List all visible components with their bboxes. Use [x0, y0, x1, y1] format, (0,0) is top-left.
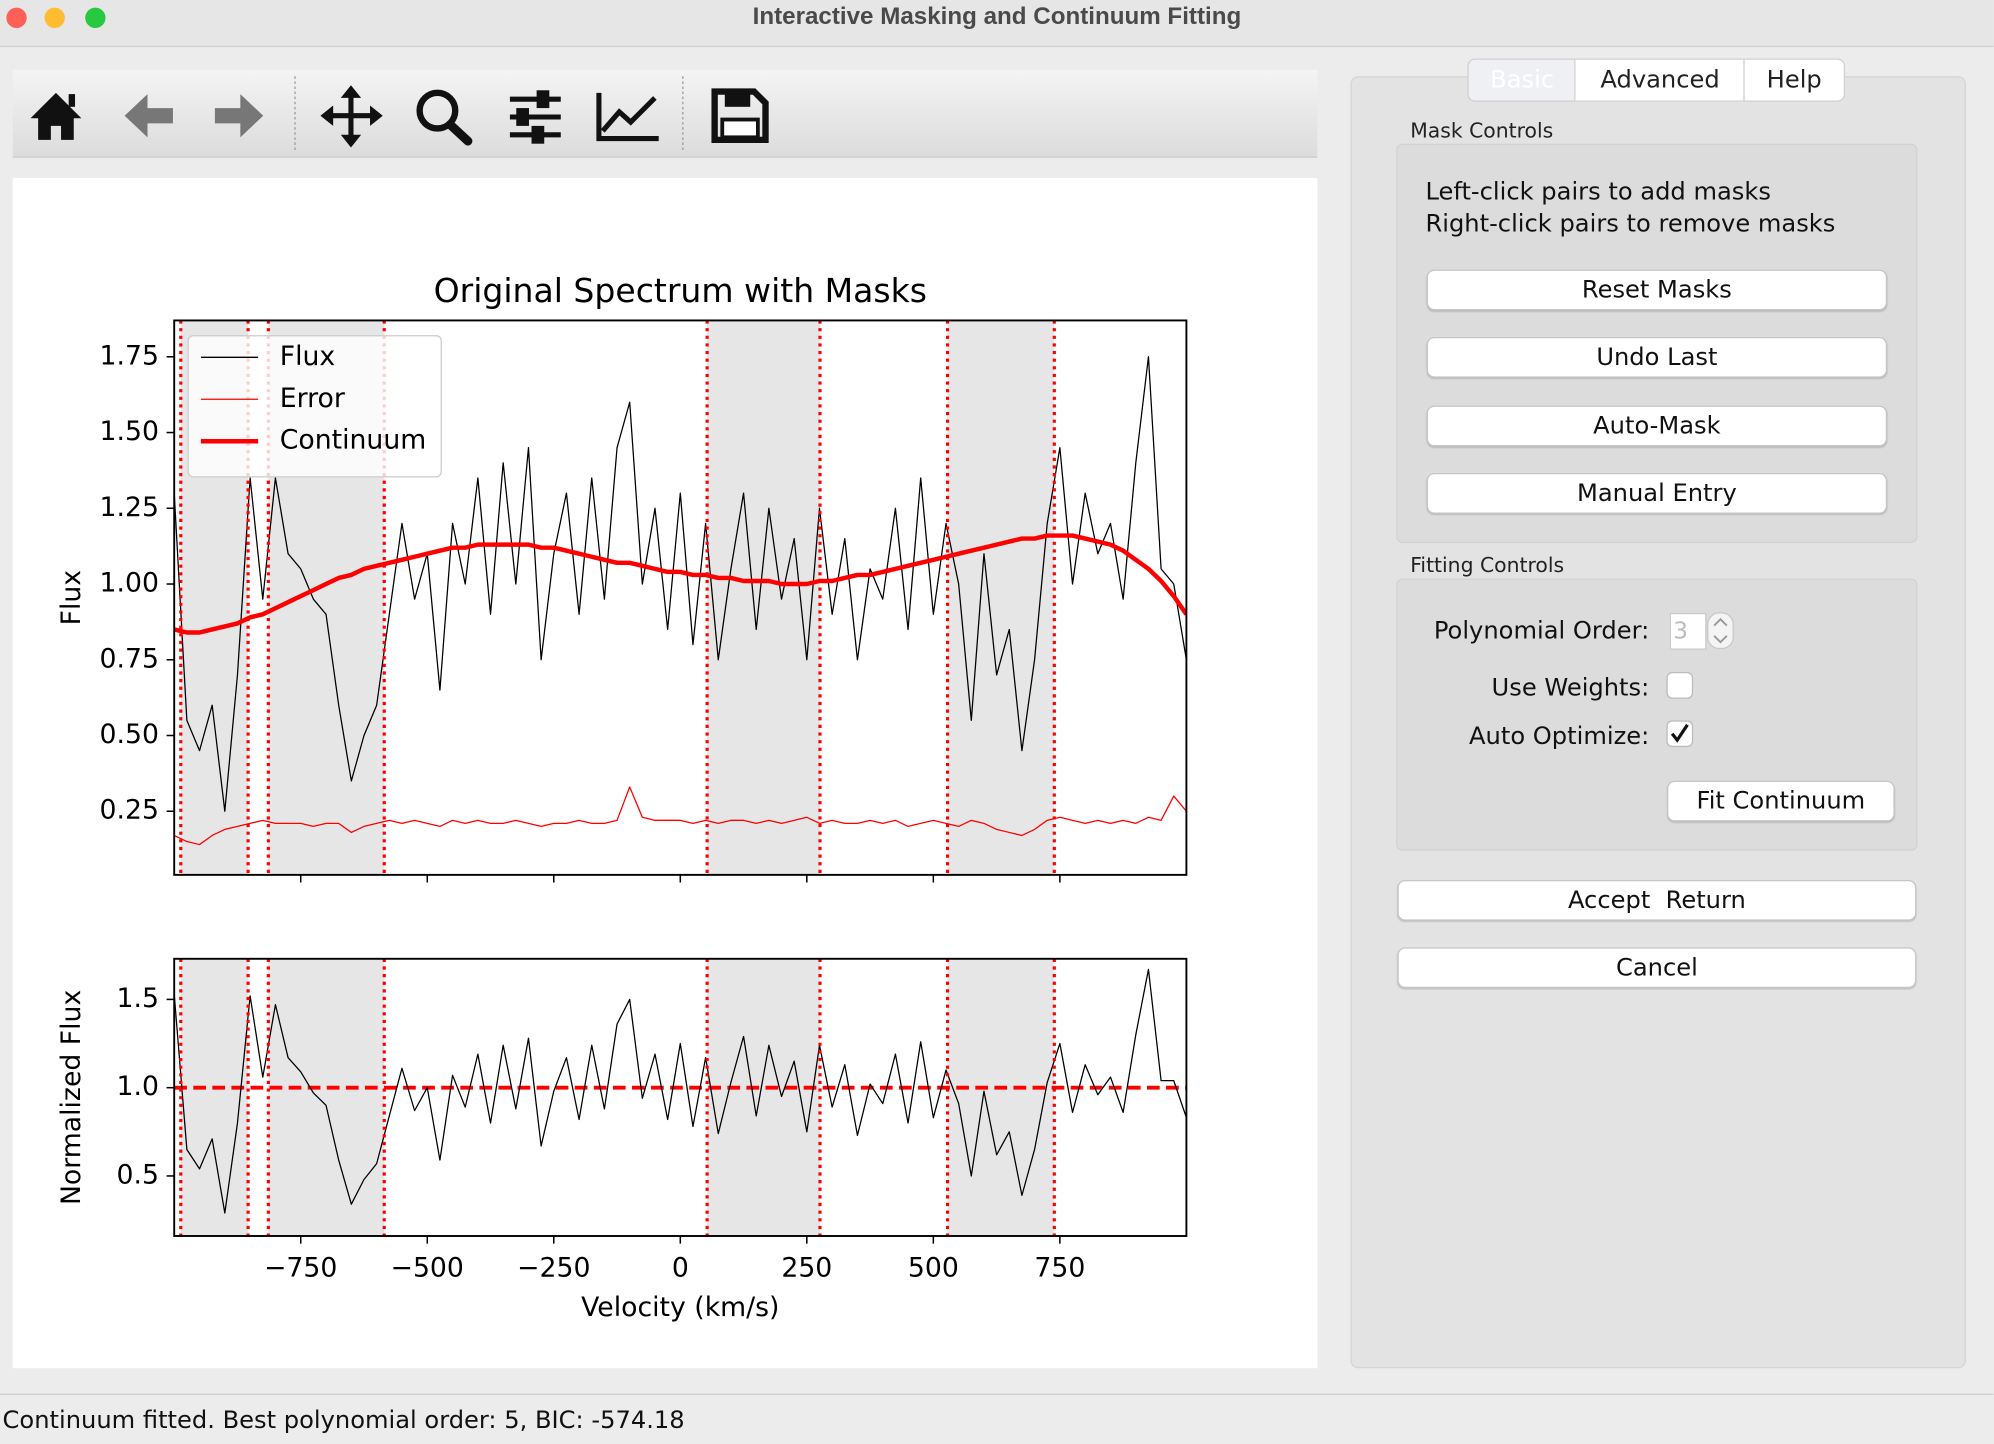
status-bar: Continuum fitted. Best polynomial order:…: [0, 1393, 1994, 1444]
button[interactable]: Manual Entry: [1426, 473, 1888, 514]
chart-title: Original Spectrum with Masks: [434, 271, 927, 310]
mask-region: [268, 958, 385, 1236]
axes-icon[interactable]: [596, 92, 659, 142]
y-tick-label: 1.5: [116, 983, 158, 1014]
y-tick-label: 1.75: [100, 340, 159, 371]
configure-icon[interactable]: [509, 90, 561, 144]
x-tick-label: 0: [672, 1253, 689, 1284]
checkbox[interactable]: [1666, 720, 1694, 748]
field-label: Auto Optimize:: [1469, 722, 1650, 751]
legend-label: Error: [280, 383, 345, 414]
tab[interactable]: Basic: [1467, 58, 1577, 102]
forward-icon[interactable]: [214, 94, 264, 138]
tab[interactable]: Advanced: [1574, 58, 1746, 102]
mask-region: [707, 958, 820, 1236]
close-button[interactable]: [6, 7, 27, 28]
legend-label: Continuum: [280, 425, 427, 456]
minimize-button[interactable]: [44, 7, 65, 28]
button[interactable]: Undo Last: [1426, 336, 1888, 378]
y-tick-label: 0.25: [100, 795, 159, 826]
y-axis-label: Flux: [56, 570, 87, 625]
y-tick-label: 1.50: [100, 416, 159, 447]
x-tick-label: −750: [264, 1253, 337, 1284]
home-icon[interactable]: [30, 92, 82, 140]
toolbar-icons: [30, 76, 769, 153]
mask-region: [947, 320, 1055, 875]
plot-canvas: 0.25 0.50 0.75 1.00 1.25 1.50 1.75 Original Spe…: [12, 178, 1318, 1369]
back-icon[interactable]: [124, 94, 173, 138]
x-tick-label: −250: [517, 1253, 590, 1284]
series-line: [174, 356, 1187, 812]
field-label: Use Weights:: [1491, 673, 1650, 702]
spin-arrows[interactable]: [1706, 612, 1734, 650]
button[interactable]: Reset Masks: [1426, 269, 1888, 311]
checkbox[interactable]: [1666, 671, 1694, 699]
instruction: Right-click pairs to remove masks: [1425, 209, 1836, 238]
x-tick-label: 750: [1034, 1253, 1085, 1284]
y-axis-label: Normalized Flux: [56, 990, 87, 1205]
window-title: Interactive Masking and Continuum Fittin…: [752, 3, 1242, 31]
y-tick-label: 0.75: [100, 643, 159, 674]
button[interactable]: Accept Return: [1397, 879, 1917, 921]
y-tick-label: 1.25: [100, 492, 159, 523]
toolbar: [12, 69, 1318, 158]
series-line: [174, 968, 1187, 1214]
y-tick-label: 0.5: [116, 1159, 158, 1190]
series-line: [174, 786, 1187, 846]
button[interactable]: Auto-Mask: [1426, 405, 1888, 447]
button[interactable]: Fit Continuum: [1667, 780, 1895, 822]
pan-icon[interactable]: [320, 85, 383, 148]
mask-region: [947, 958, 1055, 1236]
status-text: Continuum fitted. Best polynomial order:…: [2, 1406, 685, 1435]
field-label: Polynomial Order:: [1433, 616, 1650, 645]
zoom-button[interactable]: [85, 7, 106, 28]
y-tick-label: 1.0: [116, 1071, 158, 1102]
spin-box[interactable]: 3: [1669, 612, 1707, 650]
zoom-icon[interactable]: [416, 89, 473, 146]
mask-region: [180, 958, 249, 1236]
tab[interactable]: Help: [1743, 58, 1846, 102]
axes-area: [174, 958, 1187, 1236]
mask-region: [707, 320, 820, 875]
x-axis-label: Velocity (km/s): [581, 1292, 779, 1323]
y-tick-label: 1.00: [100, 568, 159, 599]
x-tick-label: −500: [391, 1253, 464, 1284]
group-title: Fitting Controls: [1410, 553, 1565, 578]
button[interactable]: Cancel: [1397, 947, 1917, 989]
legend-label: Flux: [280, 341, 335, 372]
check-mark: [1670, 723, 1689, 743]
group-title: Mask Controls: [1410, 118, 1554, 143]
title-bar: Interactive Masking and Continuum Fittin…: [0, 0, 1994, 48]
series-line: [174, 533, 1187, 635]
instruction: Left-click pairs to add masks: [1425, 178, 1771, 206]
x-tick-label: 250: [781, 1253, 832, 1284]
save-icon[interactable]: [711, 88, 769, 144]
x-tick-label: 500: [908, 1253, 959, 1284]
y-tick-label: 0.50: [100, 719, 159, 750]
